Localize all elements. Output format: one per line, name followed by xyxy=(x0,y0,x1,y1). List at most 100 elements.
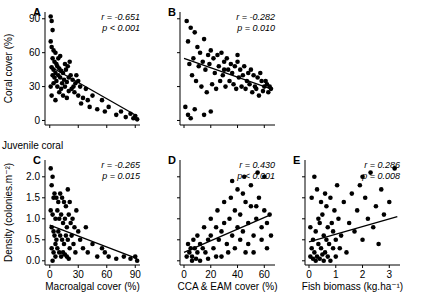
panel-letter: B xyxy=(168,6,176,18)
point xyxy=(262,208,267,213)
point xyxy=(52,191,57,196)
point xyxy=(226,67,231,72)
point xyxy=(328,259,333,264)
point xyxy=(308,225,313,230)
point xyxy=(194,79,199,84)
point xyxy=(55,84,60,89)
y-tick xyxy=(42,218,45,219)
panel: 0123EFish biomass (kg.ha⁻¹)r = 0.286p = … xyxy=(293,154,403,292)
point xyxy=(313,259,318,264)
point xyxy=(190,254,195,259)
y-tick-label: 0 xyxy=(34,115,40,126)
point xyxy=(266,90,271,95)
point xyxy=(63,217,68,222)
point xyxy=(85,98,90,103)
x-tick xyxy=(78,265,79,268)
point xyxy=(219,254,224,259)
y-tick xyxy=(42,239,45,240)
point xyxy=(76,229,81,234)
point xyxy=(66,187,71,192)
point xyxy=(337,246,342,251)
x-tick-label: 30 xyxy=(73,269,85,280)
point xyxy=(203,250,208,255)
plot-area xyxy=(48,14,139,121)
point xyxy=(234,87,239,92)
stat-annotation: r = -0.265 xyxy=(101,160,141,170)
point xyxy=(106,254,111,259)
point xyxy=(238,212,243,217)
y-tick xyxy=(177,176,180,177)
x-tick xyxy=(49,125,50,128)
point xyxy=(315,187,320,192)
point xyxy=(114,113,119,118)
point xyxy=(106,105,111,110)
point xyxy=(49,246,54,251)
x-tick xyxy=(106,265,107,268)
point xyxy=(190,73,195,78)
point xyxy=(192,107,197,112)
point xyxy=(257,196,262,201)
row-label: Juvenile coral xyxy=(2,140,63,151)
point xyxy=(333,238,338,243)
point xyxy=(53,50,58,55)
point xyxy=(65,96,70,101)
x-tick xyxy=(135,125,136,128)
x-axis xyxy=(180,265,275,266)
point xyxy=(239,84,244,89)
point xyxy=(198,259,203,264)
y-tick xyxy=(177,86,180,87)
point xyxy=(210,82,215,87)
point xyxy=(335,183,340,188)
point xyxy=(332,208,337,213)
point xyxy=(50,175,55,180)
point xyxy=(90,93,95,98)
point xyxy=(64,233,69,238)
point xyxy=(72,90,77,95)
point xyxy=(208,217,213,222)
y-tick xyxy=(42,176,45,177)
point xyxy=(65,80,70,85)
point xyxy=(184,254,189,259)
point xyxy=(250,90,255,95)
stat-annotation: p = 0.010 xyxy=(236,23,275,33)
point xyxy=(214,254,219,259)
point xyxy=(269,233,274,238)
stat-annotation: r = 0.430 xyxy=(239,160,275,170)
x-tick xyxy=(184,125,185,128)
point xyxy=(72,225,77,230)
y-tick xyxy=(42,197,45,198)
point xyxy=(231,82,236,87)
x-tick-label: 60 xyxy=(101,269,113,280)
point xyxy=(135,117,140,122)
point xyxy=(249,204,254,209)
point xyxy=(336,217,341,222)
fit-line xyxy=(309,217,397,242)
point xyxy=(233,64,238,69)
point xyxy=(49,183,54,188)
point xyxy=(55,208,60,213)
point xyxy=(200,59,205,64)
y-tick xyxy=(177,18,180,19)
point xyxy=(51,229,56,234)
y-tick-label: 0.0 xyxy=(26,255,40,266)
y-axis-label: Coral cover (%) xyxy=(3,34,14,103)
point xyxy=(249,67,254,72)
point xyxy=(219,229,224,234)
point xyxy=(52,233,57,238)
point xyxy=(54,196,59,201)
point xyxy=(243,87,248,92)
point xyxy=(339,233,344,238)
point xyxy=(66,238,71,243)
point xyxy=(74,73,79,78)
point xyxy=(199,84,204,89)
point xyxy=(229,196,234,201)
point xyxy=(246,242,251,247)
y-tick xyxy=(177,197,180,198)
point xyxy=(265,221,270,226)
stat-annotation: r = 0.286 xyxy=(364,160,400,170)
point xyxy=(217,64,222,69)
point xyxy=(215,208,220,213)
point xyxy=(67,59,72,64)
point xyxy=(62,242,67,247)
y-axis xyxy=(45,160,46,265)
